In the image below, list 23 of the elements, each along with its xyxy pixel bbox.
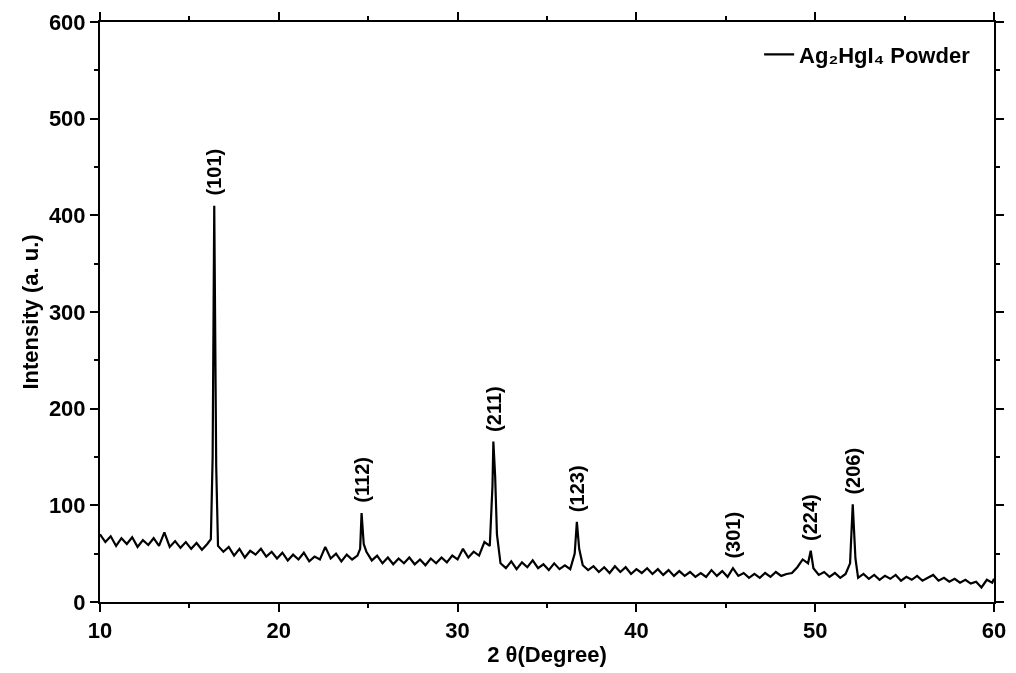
x-tick-label: 10 xyxy=(87,618,113,644)
y-tick-label: 0 xyxy=(73,589,86,615)
annotation: (206) xyxy=(841,447,864,495)
annotation: (101) xyxy=(203,148,226,196)
x-tick-label: 60 xyxy=(981,618,1007,644)
x-tick-label: 40 xyxy=(624,618,649,644)
y-tick-label: 500 xyxy=(48,106,86,132)
y-tick-label: 400 xyxy=(48,203,86,229)
y-axis-title: Intensity (a. u.) xyxy=(18,234,44,390)
y-tick-label: 200 xyxy=(48,396,86,422)
annotation: (123) xyxy=(565,465,588,513)
x-tick-label: 20 xyxy=(266,618,292,644)
annotation: (112) xyxy=(350,457,373,503)
y-tick-label: 300 xyxy=(48,299,86,325)
legend-label: Ag₂HgI₄ Powder xyxy=(799,42,971,68)
y-tick-label: 600 xyxy=(48,9,86,35)
x-tick-label: 50 xyxy=(802,618,828,644)
annotation: (301) xyxy=(722,511,745,559)
annotation: (211) xyxy=(482,386,505,432)
annotation: (224) xyxy=(799,494,822,541)
x-tick-label: 30 xyxy=(445,618,470,644)
y-tick-label: 100 xyxy=(48,493,86,519)
x-axis-title: 2 θ(Degree) xyxy=(487,641,607,667)
